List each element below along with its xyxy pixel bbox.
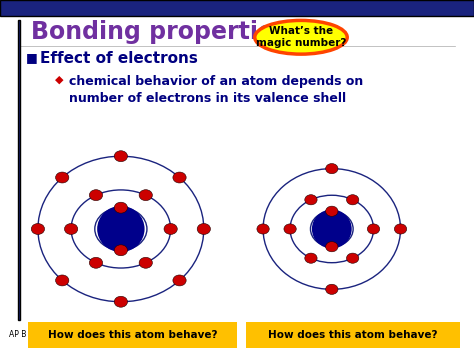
- Text: Bonding properties: Bonding properties: [31, 20, 288, 44]
- Ellipse shape: [346, 195, 359, 205]
- Ellipse shape: [326, 242, 338, 252]
- FancyBboxPatch shape: [28, 322, 237, 348]
- Text: chemical behavior of an atom depends on
number of electrons in its valence shell: chemical behavior of an atom depends on …: [69, 75, 363, 105]
- Text: ■: ■: [26, 51, 38, 65]
- Ellipse shape: [97, 206, 145, 252]
- Ellipse shape: [139, 190, 152, 201]
- Text: Effect of electrons: Effect of electrons: [40, 51, 198, 66]
- Text: How does this atom behave?: How does this atom behave?: [268, 330, 438, 340]
- Ellipse shape: [114, 296, 128, 307]
- Text: What’s the
magic number?: What’s the magic number?: [256, 27, 346, 48]
- Ellipse shape: [257, 224, 269, 234]
- Ellipse shape: [394, 224, 407, 234]
- Ellipse shape: [284, 224, 296, 234]
- Ellipse shape: [326, 164, 338, 174]
- Ellipse shape: [89, 257, 102, 268]
- Ellipse shape: [114, 245, 128, 256]
- FancyBboxPatch shape: [18, 20, 20, 319]
- Ellipse shape: [89, 190, 102, 201]
- FancyBboxPatch shape: [0, 0, 474, 16]
- Text: AP B: AP B: [9, 330, 26, 339]
- Ellipse shape: [312, 209, 352, 248]
- Ellipse shape: [305, 195, 317, 205]
- Ellipse shape: [173, 172, 186, 183]
- Ellipse shape: [197, 224, 210, 234]
- Ellipse shape: [367, 224, 380, 234]
- Ellipse shape: [326, 284, 338, 294]
- Text: ◆: ◆: [55, 75, 63, 84]
- Ellipse shape: [326, 206, 338, 216]
- Ellipse shape: [114, 151, 128, 162]
- Ellipse shape: [164, 224, 177, 234]
- Ellipse shape: [31, 224, 45, 234]
- Ellipse shape: [64, 224, 78, 234]
- Ellipse shape: [114, 202, 128, 213]
- FancyBboxPatch shape: [246, 322, 460, 348]
- Text: How does this atom behave?: How does this atom behave?: [48, 330, 218, 340]
- Ellipse shape: [55, 275, 69, 286]
- Ellipse shape: [305, 253, 317, 263]
- Ellipse shape: [255, 20, 347, 54]
- Ellipse shape: [55, 172, 69, 183]
- Ellipse shape: [173, 275, 186, 286]
- Ellipse shape: [346, 253, 359, 263]
- Ellipse shape: [139, 257, 152, 268]
